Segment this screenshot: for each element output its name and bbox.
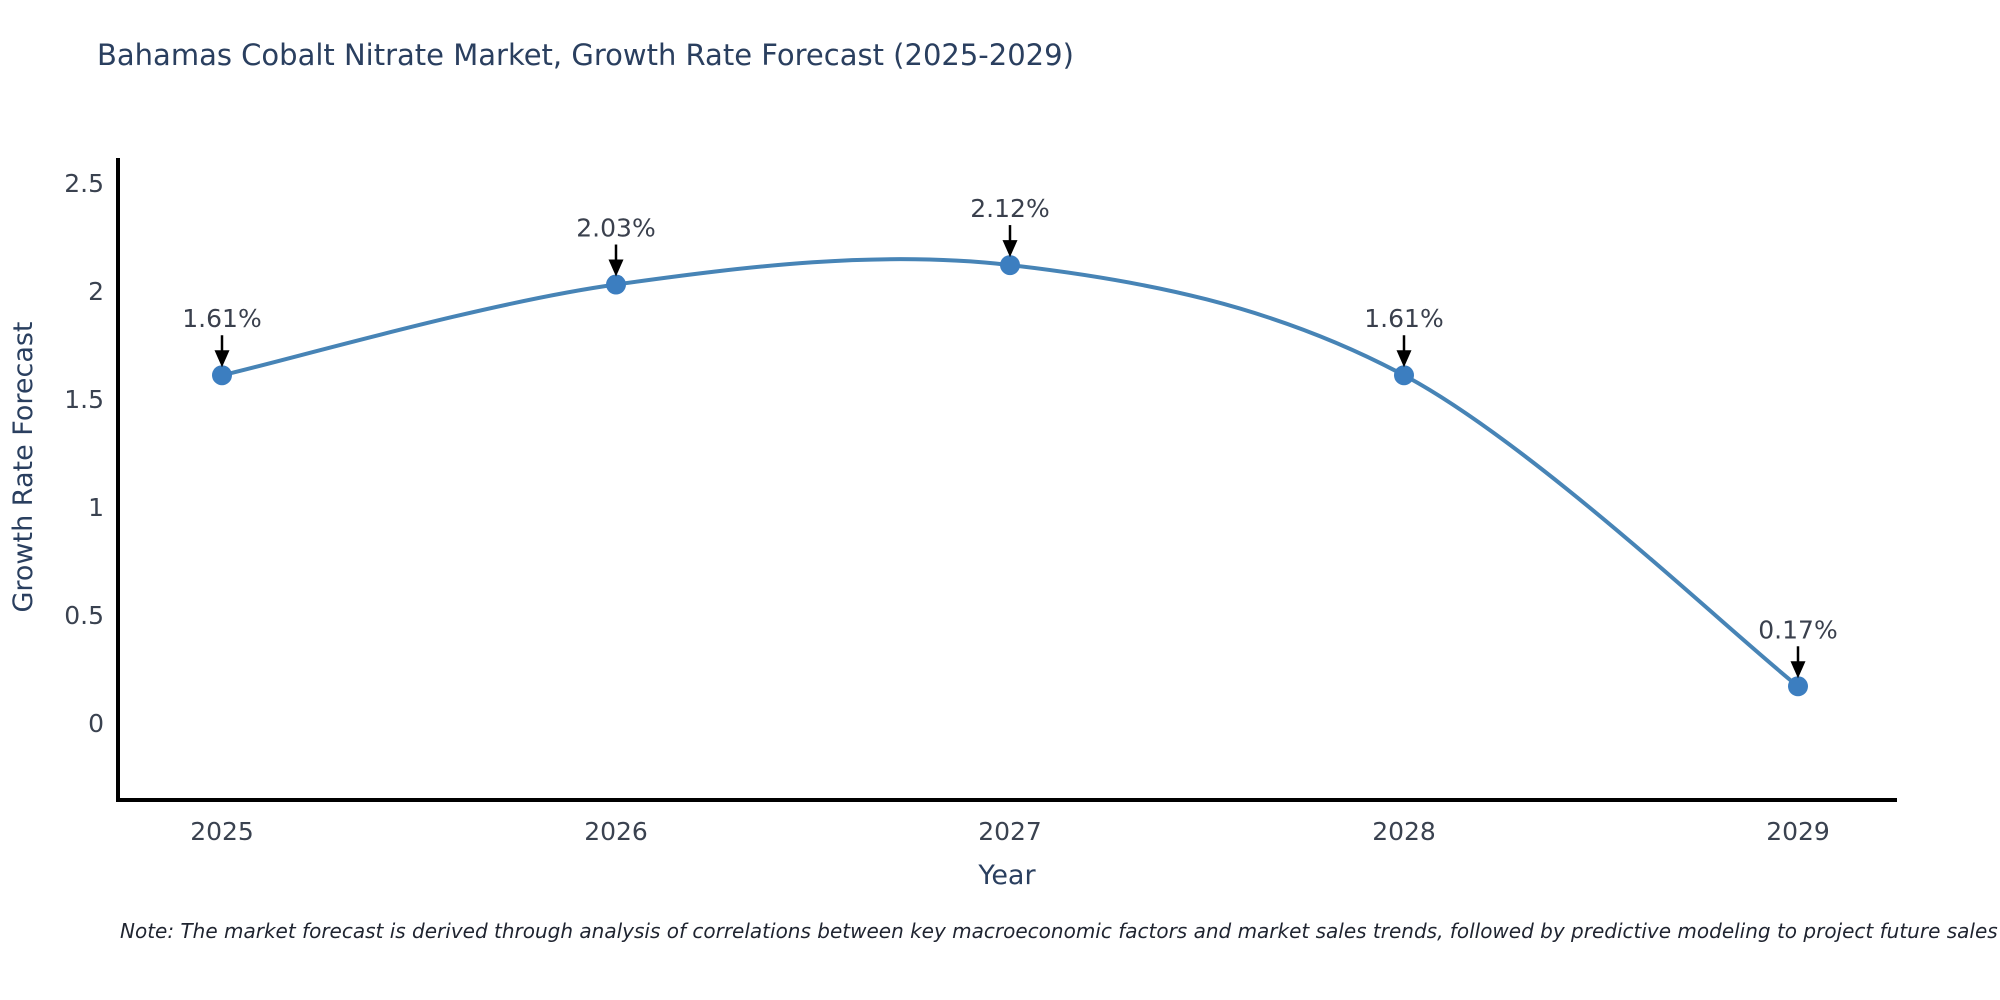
y-axis-title: Growth Rate Forecast bbox=[8, 321, 39, 612]
y-tick-label: 2.5 bbox=[64, 169, 104, 198]
x-tick-label: 2025 bbox=[190, 817, 254, 846]
annotation-label-2027: 2.12% bbox=[970, 194, 1049, 223]
x-tick-label: 2026 bbox=[584, 817, 648, 846]
data-point-2028 bbox=[1394, 365, 1414, 386]
annotation-label-2025: 1.61% bbox=[182, 304, 261, 333]
y-tick-label: 0.5 bbox=[64, 601, 104, 630]
series-line bbox=[220, 257, 1800, 689]
plot-dynamic-layer: 0 0.5 1 1.5 2 2.5 2025 2026 2027 2028 2029 1.61% 2.0… bbox=[64, 158, 1897, 846]
y-tick-label: 1.5 bbox=[64, 385, 104, 414]
data-point-2026 bbox=[606, 274, 626, 295]
annotation-arrowhead bbox=[608, 259, 624, 277]
y-tick-label: 2 bbox=[88, 277, 104, 306]
data-point-2029 bbox=[1788, 676, 1808, 697]
y-tick-label: 1 bbox=[88, 493, 104, 522]
x-tick-label: 2028 bbox=[1372, 817, 1436, 846]
annotation-arrowhead bbox=[1002, 240, 1018, 258]
annotation-arrowhead bbox=[1396, 350, 1412, 368]
chart-title: Bahamas Cobalt Nitrate Market, Growth Ra… bbox=[97, 38, 1074, 72]
annotation-label-2026: 2.03% bbox=[576, 214, 655, 243]
y-tick-label: 0 bbox=[88, 709, 104, 738]
data-point-2025 bbox=[212, 365, 232, 386]
x-tick-label: 2027 bbox=[978, 817, 1042, 846]
annotation-arrowhead bbox=[214, 350, 230, 368]
annotation-label-2029: 0.17% bbox=[1758, 615, 1837, 644]
annotation-arrowhead bbox=[1790, 661, 1806, 679]
data-point-2027 bbox=[1000, 255, 1020, 276]
x-tick-label: 2029 bbox=[1766, 817, 1830, 846]
footnote: Note: The market forecast is derived thr… bbox=[120, 919, 1998, 943]
x-axis-title: Year bbox=[977, 860, 1036, 891]
annotation-label-2028: 1.61% bbox=[1364, 304, 1443, 333]
